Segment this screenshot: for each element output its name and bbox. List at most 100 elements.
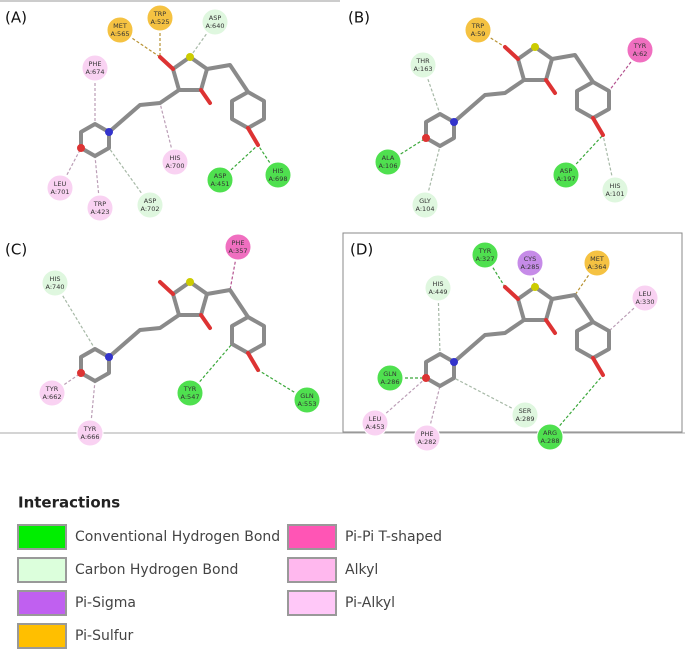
residue-name: GLN [383,370,397,378]
residue [46,174,74,202]
legend-swatch [287,590,337,616]
residue-name: PHE [232,239,245,247]
residue [41,269,69,297]
interaction-line [565,134,604,176]
residue [409,51,437,79]
legend-swatch [287,524,337,550]
residue-id: A:197 [557,175,576,183]
residue [86,194,114,222]
interaction-lines [51,18,646,439]
residue-id: A:289 [516,415,535,423]
residue-id: A:286 [381,378,400,386]
residue-name: TRP [93,200,106,208]
molecules [77,43,611,388]
legend-label: Pi-Pi T-shaped [345,529,442,545]
residue [536,423,564,451]
residue-id: A:700 [166,162,185,170]
legend-swatch [17,590,67,616]
interaction-line [549,374,604,438]
residue [376,364,404,392]
residue-name: TYR [45,385,59,393]
residue-id: A:163 [414,65,433,73]
residue-id: A:702 [141,205,160,213]
residue-name: TRP [471,22,484,30]
panel-label: (D) [350,241,373,259]
residue-name: SER [519,407,532,415]
residue [511,401,539,429]
residue-id: A:740 [46,283,65,291]
residue [411,191,439,219]
residue [146,4,174,32]
residue [361,409,389,437]
residue-name: TYR [633,42,647,50]
molecule [77,278,266,383]
residue-name: HIS [273,167,284,175]
residue [76,419,104,447]
residue-name: HIS [433,280,444,288]
residue [601,176,629,204]
interaction-line [94,155,101,209]
legend-title: Interactions [18,494,120,512]
interaction-line [453,377,526,416]
residue-id: A:364 [588,263,607,271]
residue-id: A:101 [606,190,625,198]
residue-name: MET [590,255,604,263]
residue-id: A:62 [633,50,648,58]
residue-name: HIS [170,154,181,162]
residue-id: A:547 [181,393,200,401]
residue-name: GLY [419,197,431,205]
residue-id: A:285 [521,263,540,271]
residue [374,148,402,176]
interaction-line [608,297,646,332]
residue-id: A:525 [151,18,170,26]
residue-id: A:330 [636,298,655,306]
legend-label: Pi-Sulfur [75,628,134,644]
residue-id: A:565 [111,30,130,38]
residue-id: A:674 [86,68,105,76]
residue [206,166,234,194]
residue-name: TRP [153,10,166,18]
residue-name: PHE [89,60,102,68]
legend-label: Carbon Hydrogen Bond [75,562,238,578]
interaction-line [219,144,259,181]
residue-name: PHE [421,430,434,438]
residue-id: A:640 [206,22,225,30]
residue-id: A:423 [91,208,110,216]
residue [201,8,229,36]
panel-border [342,232,683,433]
residue-id: A:701 [51,188,70,196]
residue [161,148,189,176]
residue-name: MET [113,22,127,30]
residue-name: TYR [83,425,97,433]
residue-name: THR [415,57,430,65]
residue-name: ASP [209,14,222,22]
residue-id: A:288 [541,437,560,445]
legend-label: Alkyl [345,562,378,578]
panel-label: (A) [5,9,27,27]
residue [413,424,441,452]
legend-swatch [287,557,337,583]
residue-id: A:106 [379,162,398,170]
residue [516,249,544,277]
residue [136,191,164,219]
legend-swatch [17,524,67,550]
residue-id: A:662 [43,393,62,401]
panel-label: (C) [5,241,27,259]
residue-id: A:666 [81,433,100,441]
residue-name: ARG [543,429,557,437]
residue-id: A:104 [416,205,435,213]
interaction-line [602,134,616,191]
residue [176,379,204,407]
residue [424,274,452,302]
legend-label: Conventional Hydrogen Bond [75,529,280,545]
residue-name: ALA [382,154,395,162]
molecule [422,283,611,388]
residue-name: CYS [524,255,537,263]
residue [464,16,492,44]
legend-swatch [17,623,67,649]
molecule [422,43,611,148]
interaction-line [119,29,161,58]
residue-name: ASP [560,167,573,175]
residue-name: ASP [144,197,157,205]
